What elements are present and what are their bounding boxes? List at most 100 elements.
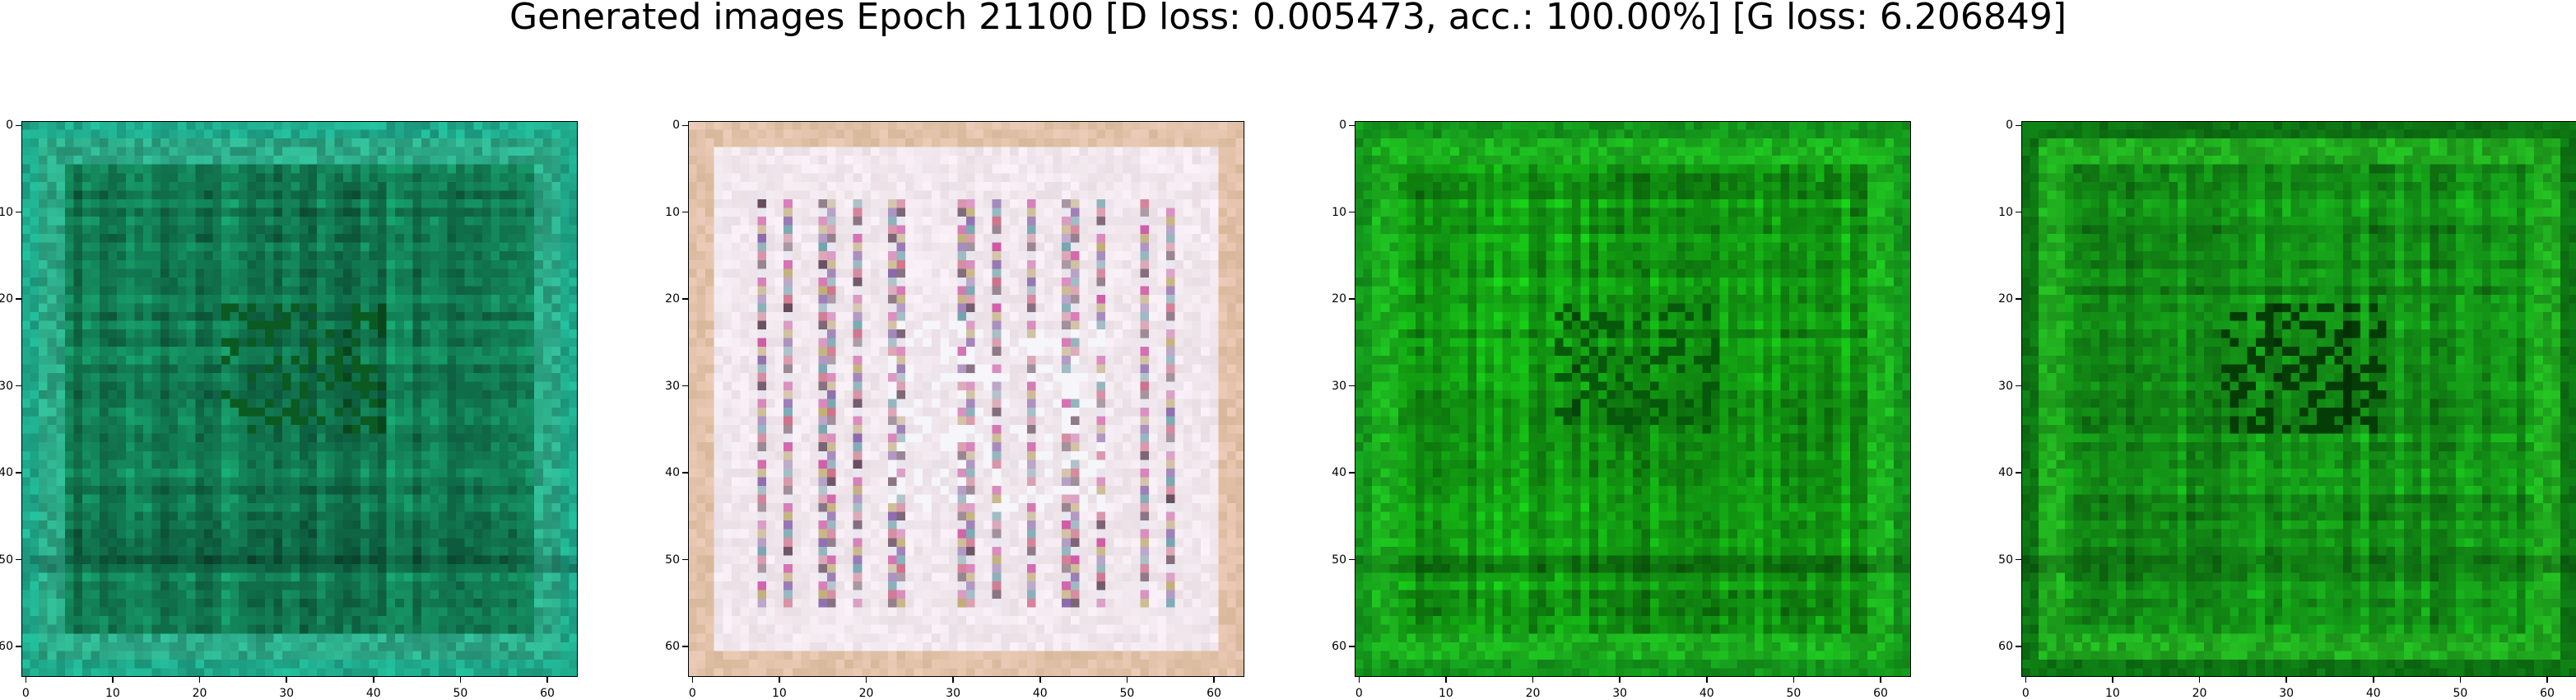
x-tick-mark: [373, 677, 374, 683]
y-tick-label: 60: [1998, 640, 2013, 654]
y-tick-mark: [1349, 646, 1355, 647]
x-tick-label: 50: [2453, 687, 2468, 700]
x-tick-mark: [1039, 677, 1041, 683]
y-tick-label: 30: [1998, 379, 2013, 393]
y-tick-label: 30: [1332, 379, 1346, 393]
y-tick-label: 10: [1998, 205, 2013, 219]
y-tick-mark: [682, 298, 688, 300]
y-tick-mark: [2016, 211, 2021, 213]
x-tick-mark: [112, 677, 114, 683]
x-tick-mark: [691, 677, 694, 683]
x-tick-mark: [1619, 677, 1620, 683]
figure-title: Generated images Epoch 21100 [D loss: 0.…: [509, 0, 2067, 38]
y-tick-mark: [2016, 646, 2021, 647]
generated-image-2: [688, 121, 1244, 677]
x-tick-label: 60: [1873, 687, 1888, 700]
x-tick-label: 60: [1207, 687, 1221, 700]
x-tick-mark: [2112, 677, 2113, 683]
y-tick-label: 0: [672, 119, 680, 133]
x-tick-label: 50: [1119, 687, 1135, 700]
y-tick-label: 20: [665, 292, 680, 306]
y-tick-mark: [1349, 124, 1355, 127]
y-tick-label: 10: [665, 205, 680, 219]
y-tick-label: 30: [665, 379, 680, 393]
y-tick-mark: [16, 124, 21, 127]
x-tick-label: 10: [2104, 687, 2120, 700]
y-tick-mark: [682, 385, 688, 387]
image-panel-1: 0 10 20 30 40 50 60 0 10 20 30 40 50 60: [0, 119, 578, 700]
y-tick-mark: [16, 211, 21, 213]
x-tick-mark: [546, 677, 548, 683]
x-tick-mark: [2459, 677, 2462, 683]
y-tick-mark: [2016, 385, 2021, 387]
y-tick-label: 50: [1998, 553, 2013, 567]
x-tick-label: 40: [1699, 687, 1714, 700]
x-tick-mark: [1126, 677, 1128, 683]
y-tick-mark: [1349, 385, 1355, 387]
x-tick-mark: [1213, 677, 1215, 683]
y-tick-mark: [1349, 558, 1355, 561]
x-tick-mark: [2373, 677, 2374, 683]
y-tick-mark: [16, 385, 21, 387]
x-tick-mark: [1793, 677, 1795, 683]
y-tick-mark: [682, 558, 688, 561]
x-tick-mark: [25, 677, 27, 683]
y-tick-mark: [2016, 298, 2021, 300]
y-tick-mark: [2016, 472, 2021, 474]
y-tick-label: 50: [0, 553, 13, 567]
x-tick-label: 30: [2279, 687, 2295, 700]
y-tick-label: 0: [2006, 119, 2013, 133]
x-tick-mark: [1706, 677, 1708, 683]
x-tick-mark: [2198, 677, 2201, 683]
x-tick-mark: [952, 677, 954, 683]
y-tick-label: 0: [6, 119, 13, 133]
generated-image-3: [1355, 121, 1911, 677]
image-panel-3: 0 10 20 30 40 50 60 0 10 20 30 40 50 60: [1332, 119, 1911, 700]
image-panel-4: 0 10 20 30 40 50 60 0 10 20 30 40 50 60: [1998, 119, 2576, 700]
y-tick-label: 20: [1332, 292, 1346, 306]
y-tick-label: 60: [0, 640, 13, 654]
x-tick-mark: [2285, 677, 2287, 683]
y-tick-mark: [16, 646, 21, 647]
x-tick-mark: [1445, 677, 1447, 683]
y-tick-label: 50: [1332, 553, 1346, 567]
y-tick-label: 50: [665, 553, 680, 567]
y-tick-label: 0: [1339, 119, 1346, 133]
x-tick-label: 50: [453, 687, 468, 700]
y-tick-label: 20: [1998, 292, 2013, 306]
x-tick-label: 40: [365, 687, 381, 700]
x-tick-label: 0: [688, 687, 696, 700]
y-tick-label: 60: [665, 640, 680, 654]
x-tick-mark: [2025, 677, 2027, 683]
x-tick-label: 30: [1612, 687, 1628, 700]
x-tick-label: 20: [192, 687, 207, 700]
x-tick-label: 40: [1032, 687, 1048, 700]
x-tick-label: 10: [1438, 687, 1453, 700]
y-tick-label: 10: [1332, 205, 1346, 219]
y-tick-mark: [16, 558, 21, 561]
y-tick-mark: [2016, 124, 2021, 127]
y-tick-mark: [16, 472, 21, 474]
y-tick-label: 40: [1998, 466, 2013, 480]
y-tick-mark: [682, 124, 688, 127]
y-tick-mark: [1349, 211, 1355, 213]
y-tick-mark: [682, 472, 688, 474]
x-tick-mark: [198, 677, 201, 683]
x-tick-label: 60: [540, 687, 555, 700]
x-tick-label: 0: [2021, 687, 2030, 700]
x-tick-mark: [286, 677, 287, 683]
y-tick-label: 10: [0, 205, 13, 219]
x-tick-label: 60: [2540, 687, 2555, 700]
x-tick-label: 0: [1355, 687, 1363, 700]
image-panel-2: 0 10 20 30 40 50 60 0 10 20 30 40 50 60: [665, 119, 1244, 700]
x-tick-mark: [2546, 677, 2548, 683]
y-tick-label: 60: [1332, 640, 1346, 654]
y-tick-label: 40: [1332, 466, 1346, 480]
x-tick-mark: [779, 677, 780, 683]
x-tick-mark: [1880, 677, 1881, 683]
x-tick-label: 0: [21, 687, 30, 700]
x-tick-label: 20: [1525, 687, 1541, 700]
x-tick-label: 30: [279, 687, 295, 700]
generated-image-1: [21, 121, 578, 677]
y-tick-mark: [16, 298, 21, 300]
